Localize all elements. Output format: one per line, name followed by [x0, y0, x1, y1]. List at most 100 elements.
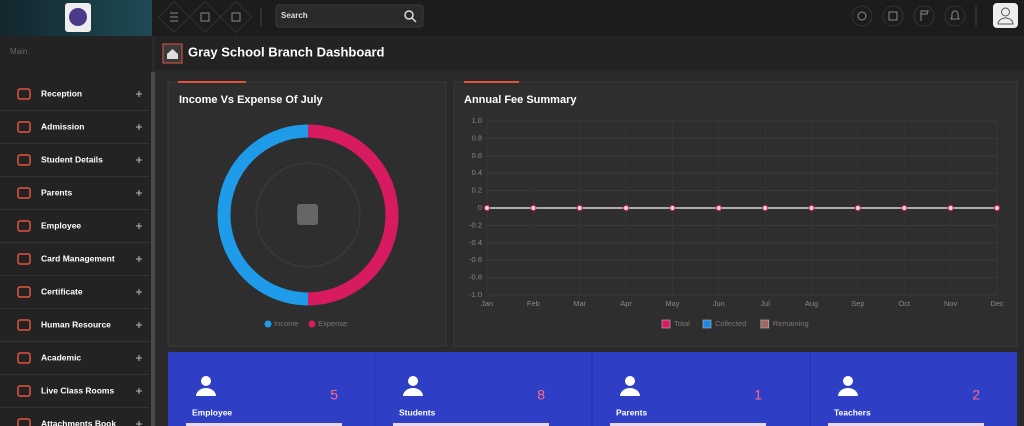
bell-icon [950, 10, 960, 20]
x-tick-label: Mar [573, 299, 586, 308]
data-point [808, 205, 815, 211]
menu-label: Academic [41, 352, 81, 362]
card-icon [843, 376, 853, 386]
search-icon[interactable] [404, 10, 414, 20]
x-tick-label: Jan [481, 299, 493, 308]
stat-progress [186, 423, 342, 426]
expand-icon [136, 124, 142, 130]
x-tick-label: Jun [713, 299, 725, 308]
sidebar-scrollbar[interactable] [151, 72, 155, 426]
legend-label[interactable]: Expense [318, 319, 347, 328]
menu-icon [17, 253, 31, 265]
menu-item[interactable] [0, 111, 150, 144]
toolbar-icons [157, 0, 262, 34]
expand-icon [136, 190, 142, 196]
page-title: Gray School Branch Dashboard [188, 44, 385, 59]
legend-label[interactable]: Collected [715, 319, 746, 328]
calendar-button[interactable] [882, 5, 904, 27]
legend-label[interactable]: Income [274, 319, 299, 328]
legend-label[interactable]: Remaining [773, 319, 809, 328]
y-tick-label: 0.8 [472, 133, 482, 142]
x-tick-label: Jul [760, 299, 770, 308]
fullscreen-icon [200, 12, 210, 22]
data-point [484, 205, 490, 211]
legend-marker[interactable] [661, 319, 671, 329]
y-tick-label: 0.4 [472, 168, 482, 177]
x-tick-label: Dec [990, 299, 1004, 308]
data-point [854, 205, 861, 211]
menu-item[interactable] [0, 243, 150, 276]
legend-marker[interactable] [308, 320, 316, 328]
card-icon-body [838, 388, 858, 396]
menu-item[interactable] [0, 210, 150, 243]
menu-icon [17, 154, 31, 166]
menu-label: Employee [41, 220, 81, 230]
menu-icon [17, 352, 31, 364]
grid-button[interactable] [219, 0, 253, 34]
menu-item[interactable] [0, 276, 150, 309]
data-point [669, 205, 676, 211]
expand-icon [136, 322, 142, 328]
menu-item[interactable] [0, 342, 150, 375]
notification-button[interactable] [944, 5, 966, 27]
logo-emblem [69, 8, 87, 26]
y-tick-label: 0 [478, 203, 482, 212]
y-tick-label: -0.2 [469, 220, 482, 229]
expand-icon [136, 256, 142, 262]
stat-progress [610, 423, 766, 426]
menu-label: Admission [41, 121, 84, 131]
title-bar [155, 36, 1024, 70]
y-tick-label: -0.6 [469, 255, 482, 264]
home-icon [167, 49, 178, 59]
panel-accent [178, 81, 246, 83]
legend-marker[interactable] [264, 320, 272, 328]
data-point [947, 205, 954, 211]
stat-value: 2 [972, 387, 980, 403]
expand-icon [136, 223, 142, 229]
legend-label[interactable]: Total [674, 319, 690, 328]
flag-button[interactable] [913, 5, 935, 27]
x-tick-label: Feb [527, 299, 540, 308]
menu-icon [17, 187, 31, 199]
menu-item[interactable] [0, 375, 150, 408]
menu-icon [17, 88, 31, 100]
y-tick-label: 0.6 [472, 151, 482, 160]
legend-marker[interactable] [702, 319, 712, 329]
menu-item[interactable] [0, 309, 150, 342]
x-tick-label: Sep [851, 299, 864, 308]
menu-label: Live Class Rooms [41, 385, 114, 395]
data-point [762, 205, 769, 211]
menu-icon [17, 385, 31, 397]
menu-item[interactable] [0, 177, 150, 210]
expand-icon [136, 388, 142, 394]
menu-button[interactable] [157, 0, 191, 34]
search-box[interactable] [275, 4, 424, 28]
menu-item[interactable] [0, 78, 150, 111]
chart-title: Annual Fee Summary [464, 94, 577, 106]
menu-label: Parents [41, 187, 72, 197]
language-button[interactable] [851, 5, 873, 27]
flag-icon [920, 10, 929, 21]
x-tick-label: May [665, 299, 679, 308]
center-icon [297, 204, 318, 225]
menu-label: Card Management [41, 253, 115, 263]
avatar-body [997, 17, 1014, 25]
card-icon [201, 376, 211, 386]
menu-icon [17, 418, 31, 426]
stat-label: Parents [616, 407, 647, 417]
search-placeholder: Search [281, 11, 308, 20]
menu-item[interactable] [0, 408, 150, 426]
menu-icon [17, 220, 31, 232]
stat-value: 5 [330, 387, 338, 403]
search-icon-handle [411, 17, 417, 23]
x-tick-label: Nov [944, 299, 958, 308]
legend-marker[interactable] [760, 319, 770, 329]
fullscreen-button[interactable] [188, 0, 222, 34]
stat-label: Students [399, 407, 436, 417]
card-icon-body [620, 388, 640, 396]
menu-item[interactable] [0, 144, 150, 177]
card-icon-body [403, 388, 423, 396]
y-tick-label: 0.2 [472, 186, 482, 195]
sidebar-section: Main [10, 47, 27, 56]
